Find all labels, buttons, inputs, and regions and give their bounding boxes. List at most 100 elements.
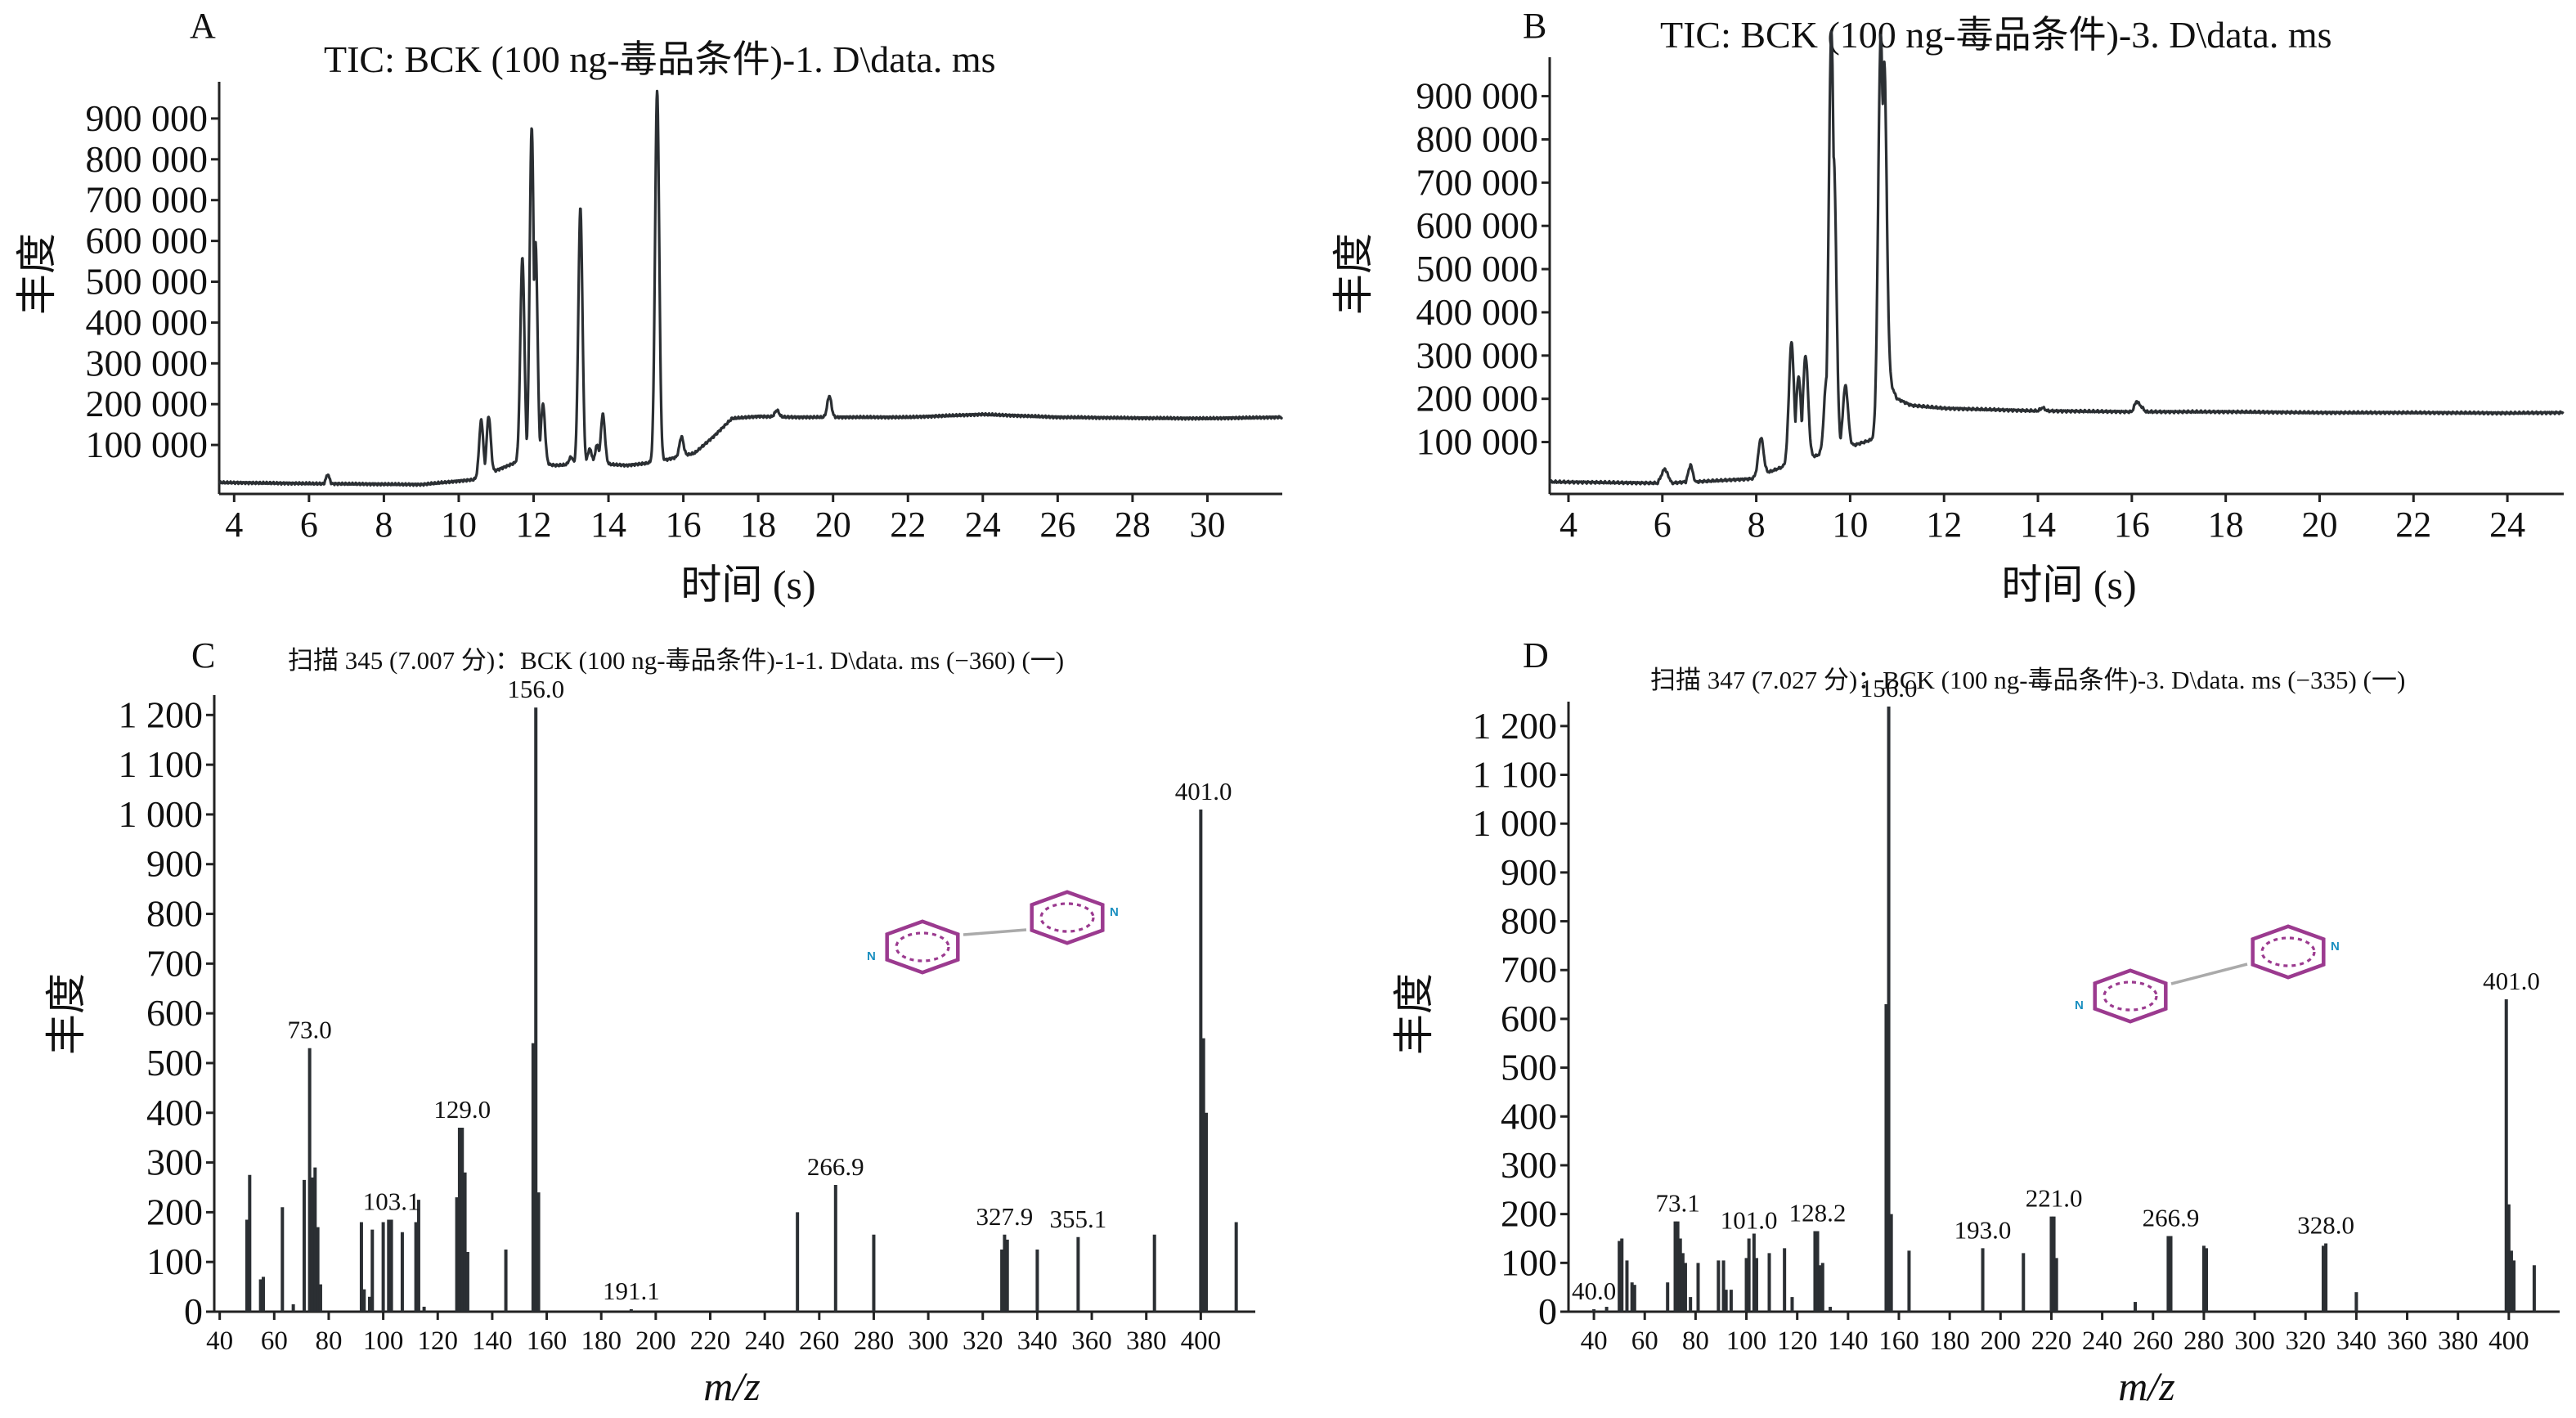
peak-mz-label: 156.0: [507, 675, 564, 703]
y-tick-label: 1 200: [119, 693, 204, 735]
y-tick-label: 700: [146, 942, 203, 984]
x-tick-label: 40: [206, 1326, 233, 1356]
x-tick-label: 6: [300, 505, 318, 545]
x-tick-label: 220: [690, 1326, 731, 1356]
x-tick-label: 240: [744, 1326, 785, 1356]
y-tick-label: 600: [146, 992, 203, 1034]
panel-d-xlabel: m/z: [2118, 1363, 2174, 1409]
panel-d-letter: D: [1523, 635, 1549, 675]
peak-mz-label: 40.0: [1572, 1277, 1616, 1305]
x-tick-label: 14: [590, 505, 626, 545]
x-tick-label: 8: [375, 505, 393, 545]
panel-c-mass-spectrum: C 扫描 345 (7.007 分)：BCK (100 ng-毒品条件)-1-1…: [43, 635, 1255, 1409]
x-tick-label: 400: [1181, 1326, 1222, 1356]
y-tick-label: 900: [146, 843, 203, 885]
x-tick-label: 80: [315, 1326, 342, 1356]
tic-trace-line: [218, 89, 1284, 487]
x-tick-label: 6: [1654, 505, 1672, 545]
x-tick-label: 180: [581, 1326, 622, 1356]
peak-mz-label: 128.2: [1789, 1199, 1847, 1227]
x-tick-label: 24: [965, 505, 1001, 545]
x-tick-label: 320: [2285, 1326, 2326, 1356]
peak-mz-label: 103.1: [363, 1187, 420, 1216]
x-tick-label: 280: [2183, 1326, 2224, 1356]
x-tick-label: 60: [261, 1326, 288, 1356]
x-tick-label: 160: [527, 1326, 568, 1356]
peak-mz-label: 401.0: [1175, 777, 1232, 805]
y-tick-label: 100 000: [1416, 421, 1539, 463]
peak-mz-label: 328.0: [2297, 1210, 2354, 1239]
y-tick-label: 0: [184, 1290, 203, 1332]
peak-mz-label: 191.1: [603, 1277, 660, 1305]
x-tick-label: 260: [2133, 1326, 2174, 1356]
y-tick-label: 200: [1501, 1193, 1557, 1235]
x-tick-label: 300: [908, 1326, 949, 1356]
x-tick-label: 16: [2114, 505, 2150, 545]
y-tick-label: 200: [146, 1191, 203, 1232]
x-tick-label: 260: [799, 1326, 840, 1356]
tic-trace-line: [1548, 30, 2565, 486]
peak-mz-label: 355.1: [1050, 1205, 1107, 1233]
peak-mz-label: 401.0: [2483, 967, 2540, 995]
peak-mz-label: 266.9: [2143, 1203, 2200, 1232]
x-tick-label: 360: [1071, 1326, 1112, 1356]
molecule-structure-image: NN: [867, 890, 1119, 975]
panel-c-title: 扫描 345 (7.007 分)：BCK (100 ng-毒品条件)-1-1. …: [288, 646, 1064, 675]
x-tick-label: 100: [363, 1326, 404, 1356]
x-tick-label: 100: [1726, 1326, 1767, 1356]
x-tick-label: 22: [2395, 505, 2431, 545]
x-tick-label: 380: [1126, 1326, 1167, 1356]
y-tick-label: 200 000: [86, 383, 209, 424]
peak-mz-label: 101.0: [1721, 1205, 1778, 1234]
panel-d-title: 扫描 347 (7.027 分)：BCK (100 ng-毒品条件)-3. D\…: [1650, 666, 2405, 694]
y-tick-label: 100: [1501, 1241, 1557, 1283]
panel-a-letter: A: [190, 6, 216, 46]
x-tick-label: 300: [2234, 1326, 2275, 1356]
y-tick-label: 300 000: [1416, 334, 1539, 376]
x-tick-label: 28: [1115, 505, 1151, 545]
nitrogen-atom-label: N: [867, 949, 876, 963]
x-tick-label: 340: [1017, 1326, 1058, 1356]
aromatic-ring: [885, 919, 960, 975]
x-tick-label: 22: [890, 505, 926, 545]
x-tick-label: 18: [2208, 505, 2244, 545]
peak-mz-label: 129.0: [433, 1095, 491, 1124]
nitrogen-atom-label: N: [1110, 905, 1119, 919]
y-tick-label: 0: [1538, 1290, 1557, 1332]
x-tick-label: 140: [472, 1326, 513, 1356]
y-tick-label: 900 000: [86, 97, 209, 139]
panel-a-title: TIC: BCK (100 ng-毒品条件)-1. D\data. ms: [324, 38, 996, 80]
y-tick-label: 800: [1501, 900, 1557, 942]
x-tick-label: 320: [963, 1326, 1003, 1356]
panel-a-ylabel: 丰度: [14, 233, 60, 315]
x-tick-label: 280: [854, 1326, 895, 1356]
aromatic-circle: [2103, 980, 2158, 1012]
peak-mz-label: 266.9: [807, 1152, 864, 1181]
panel-b-ylabel: 丰度: [1331, 233, 1376, 315]
y-tick-label: 700 000: [1416, 161, 1539, 203]
x-tick-label: 4: [1560, 505, 1577, 545]
x-tick-label: 180: [1929, 1326, 1970, 1356]
y-tick-label: 400 000: [1416, 291, 1539, 333]
x-tick-label: 12: [516, 505, 552, 545]
y-tick-label: 100: [146, 1241, 203, 1282]
x-tick-label: 20: [2301, 505, 2337, 545]
y-tick-label: 900: [1501, 851, 1557, 893]
x-tick-label: 10: [1832, 505, 1868, 545]
y-tick-label: 1 000: [119, 793, 204, 835]
x-tick-label: 60: [1631, 1326, 1658, 1356]
y-tick-label: 600: [1501, 998, 1557, 1039]
x-tick-label: 20: [815, 505, 851, 545]
aromatic-ring: [2251, 924, 2326, 980]
panel-b-title: TIC: BCK (100 ng-毒品条件)-3. D\data. ms: [1660, 14, 2332, 56]
peak-mz-label: 156.0: [1860, 674, 1918, 702]
x-tick-label: 340: [2336, 1326, 2377, 1356]
y-tick-label: 200 000: [1416, 378, 1539, 420]
y-tick-label: 500 000: [86, 261, 209, 303]
x-tick-label: 400: [2488, 1326, 2529, 1356]
panel-d-ylabel: 丰度: [1391, 973, 1437, 1055]
x-tick-label: 40: [1581, 1326, 1608, 1356]
panel-a-xlabel: 时间 (s): [680, 562, 815, 608]
nitrogen-atom-label: N: [2331, 940, 2340, 954]
